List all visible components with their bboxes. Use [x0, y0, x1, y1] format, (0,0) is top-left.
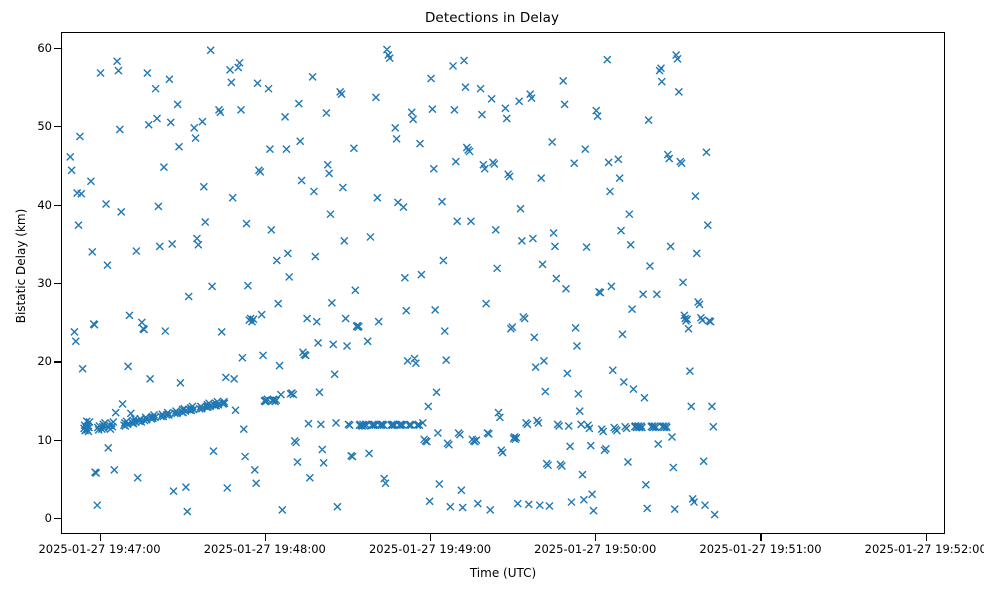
y-tick-label: 30: [37, 276, 52, 290]
y-tick-mark: [54, 126, 61, 128]
y-tick-mark: [54, 518, 61, 520]
y-tick-mark: [54, 361, 61, 363]
y-tick-label: 10: [37, 432, 52, 447]
x-tick-mark: [264, 534, 266, 541]
x-tick-label: 2025-01-27 19:51:00: [699, 542, 822, 556]
x-tick-mark: [430, 534, 432, 541]
x-tick-label: 2025-01-27 19:50:00: [534, 542, 657, 556]
y-tick-mark: [54, 204, 61, 206]
y-axis-tick-labels: 0 10 20 30 40 50 60: [0, 0, 52, 590]
scatter-series: [66, 45, 719, 519]
x-tick-mark: [99, 534, 101, 541]
x-tick-mark: [595, 534, 597, 541]
y-tick-mark: [54, 47, 61, 49]
y-tick-mark: [54, 283, 61, 285]
y-tick-label: 60: [37, 40, 52, 55]
y-tick-label: 40: [37, 197, 52, 212]
y-axis-label: Bistatic Delay (km): [14, 208, 28, 324]
y-tick-label: 20: [37, 354, 52, 369]
y-tick-mark: [54, 439, 61, 441]
x-axis-label: Time (UTC): [469, 566, 537, 580]
x-tick-label: 2025-01-27 19:47:00: [38, 542, 161, 556]
scatter-marker-path: [66, 45, 719, 519]
y-tick-label: 50: [37, 119, 52, 134]
plot-axes-area: [61, 32, 945, 534]
y-tick-label: 0: [44, 511, 52, 526]
x-tick-label: 2025-01-27 19:49:00: [368, 542, 492, 556]
x-tick-mark: [925, 534, 927, 541]
x-tick-mark: [760, 534, 762, 541]
x-tick-label: 2025-01-27 19:48:00: [203, 542, 326, 556]
chart-title: Detections in Delay: [424, 10, 560, 26]
x-tick-label: 2025-01-27 19:52:00: [864, 542, 984, 556]
